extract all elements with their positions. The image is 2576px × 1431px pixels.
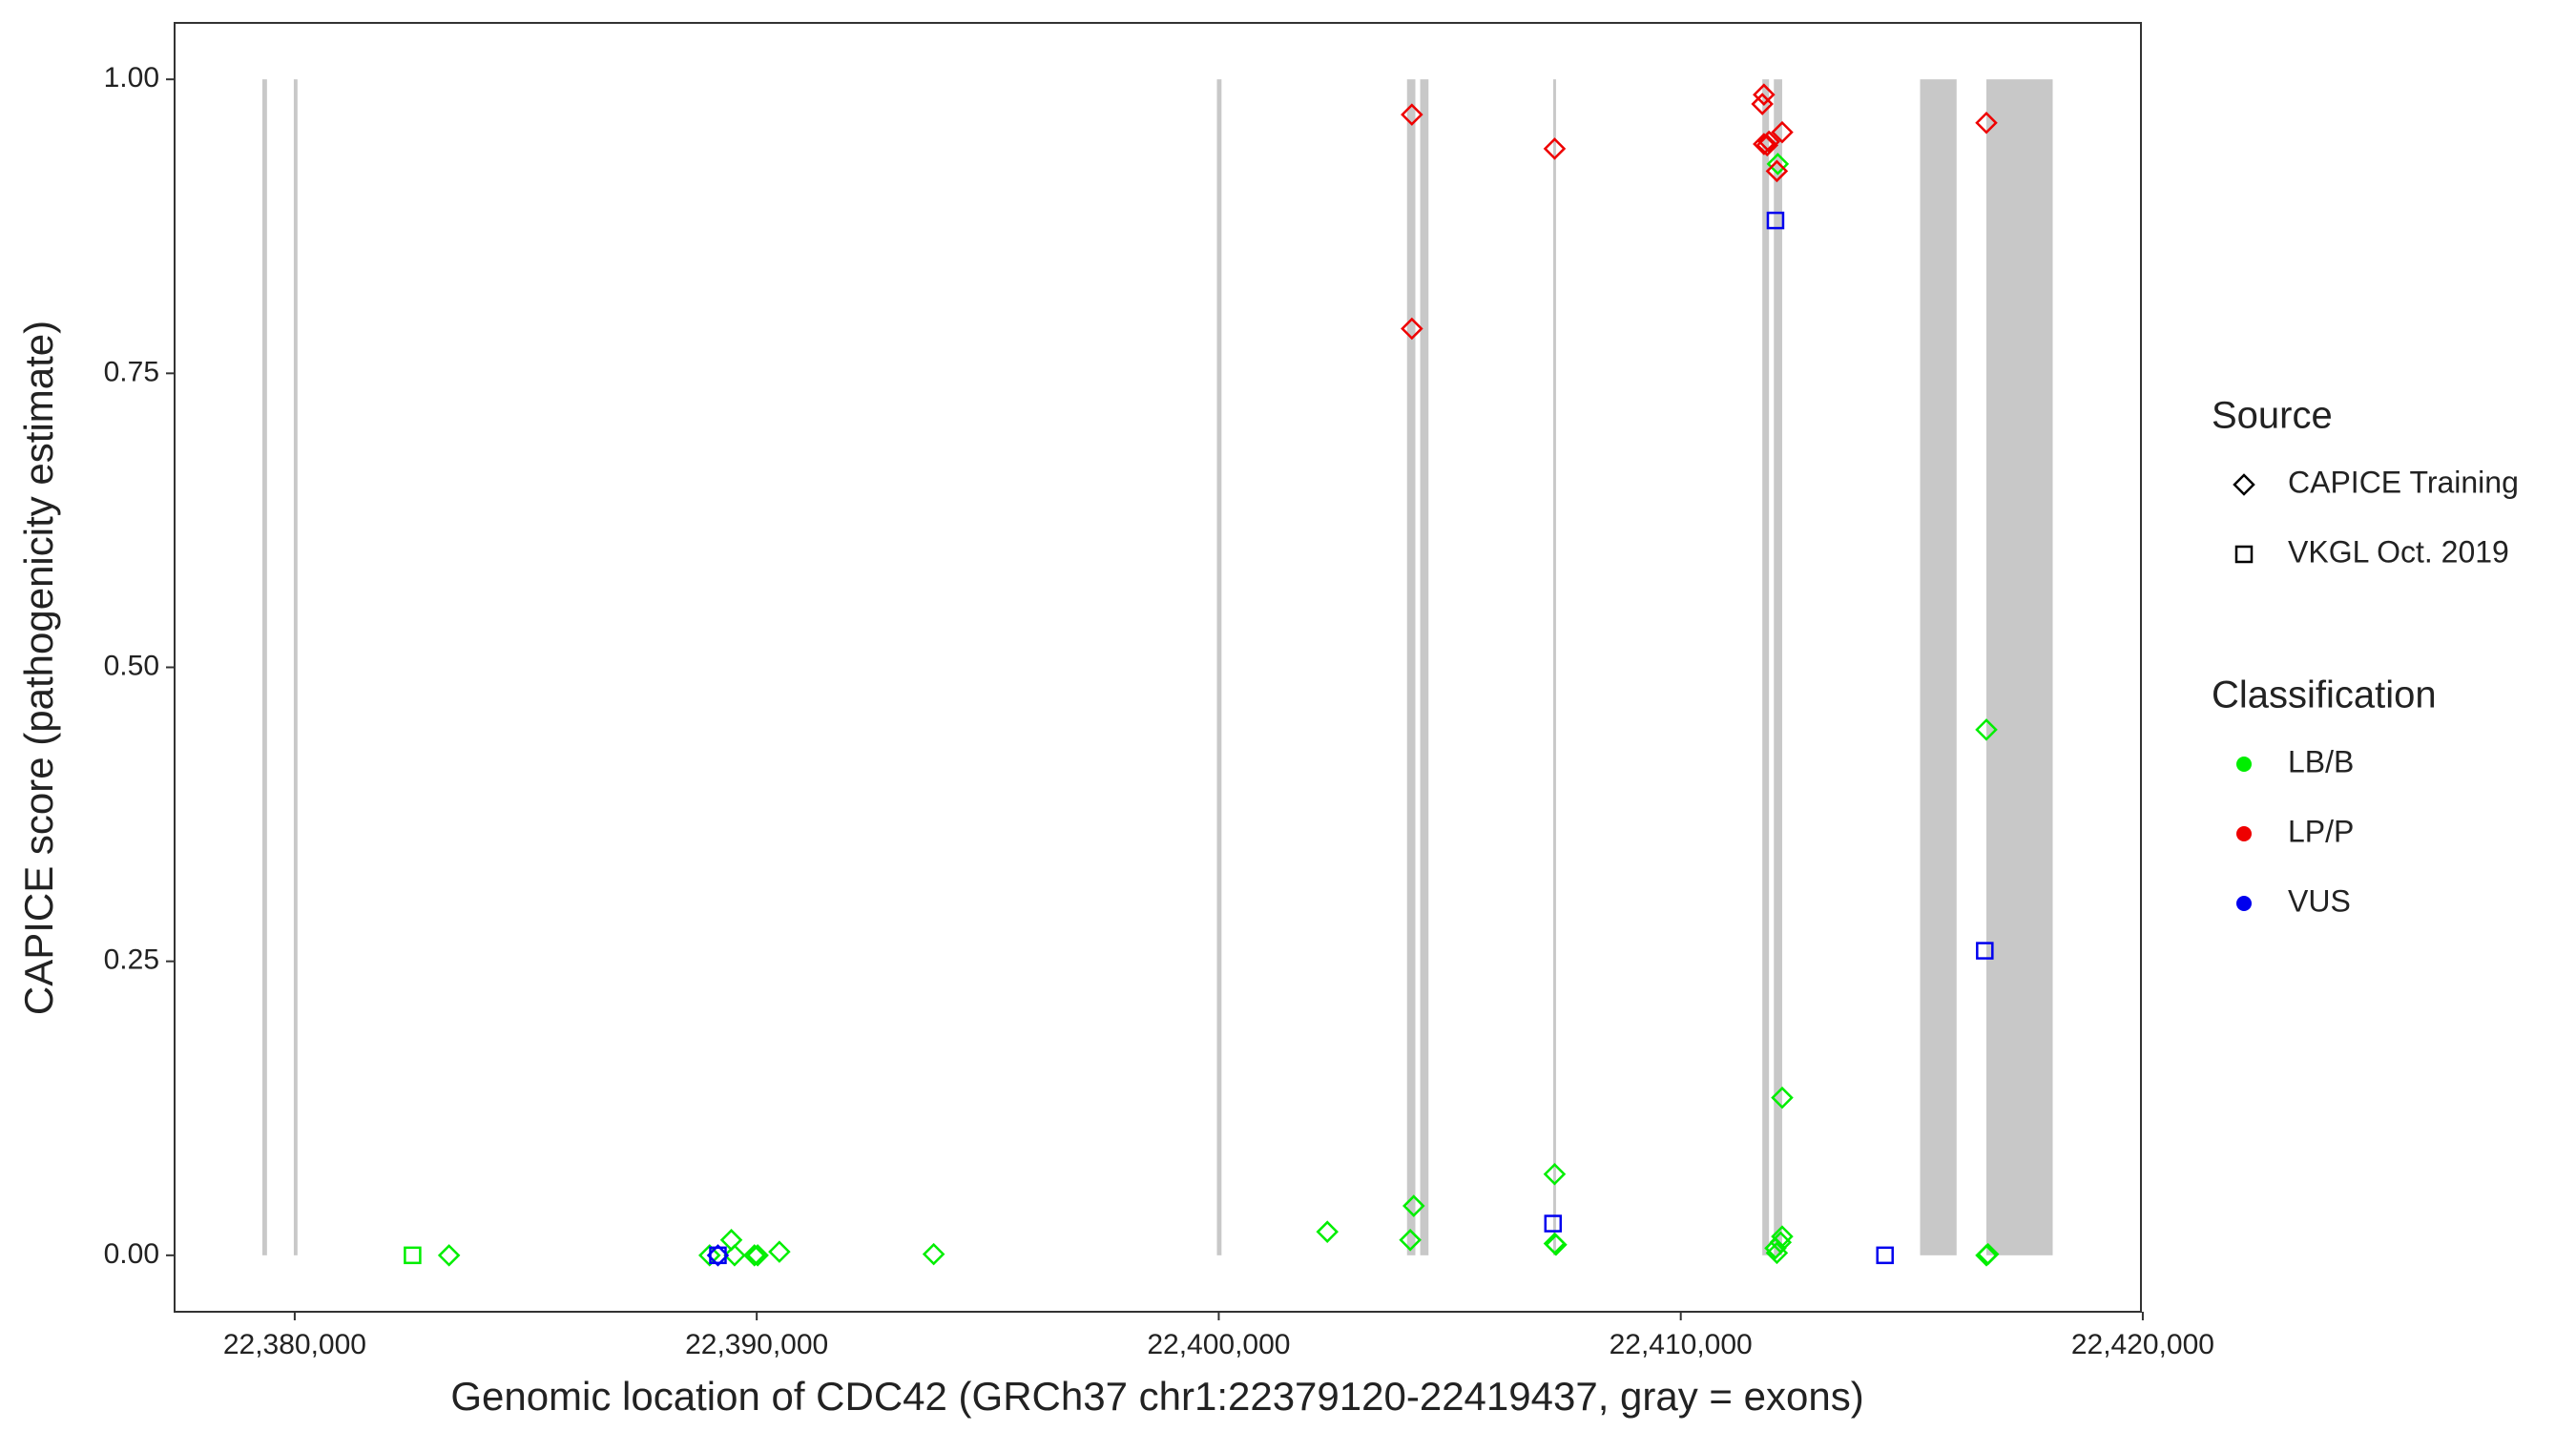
x-tick-label: 22,410,000 [1610, 1329, 1753, 1360]
exon [1420, 79, 1429, 1255]
legend-symbol [2234, 545, 2254, 564]
legend-label: LB/B [2288, 744, 2354, 778]
exon [1553, 79, 1556, 1255]
x-tick-label: 22,380,000 [223, 1329, 366, 1360]
legend-symbol [2236, 757, 2252, 772]
point [1316, 1220, 1339, 1243]
legend-label: VKGL Oct. 2019 [2288, 534, 2509, 569]
legend-symbol [2236, 896, 2252, 911]
point [1757, 130, 1780, 154]
point [1876, 1246, 1894, 1265]
point [1544, 1214, 1563, 1233]
point [1975, 718, 1998, 741]
point [1753, 83, 1776, 106]
point [1976, 942, 1994, 960]
point [723, 1244, 746, 1267]
exon [1406, 79, 1416, 1255]
point [1766, 153, 1790, 176]
point [1771, 1086, 1794, 1110]
point [1764, 1236, 1787, 1260]
point [1543, 137, 1567, 160]
point [746, 1244, 769, 1267]
legend-symbol [2233, 473, 2255, 496]
x-axis-title: Genomic location of CDC42 (GRCh37 chr1:2… [450, 1374, 1863, 1419]
legend-label: LP/P [2288, 814, 2354, 848]
x-tick-label: 22,400,000 [1147, 1329, 1290, 1360]
legend-label: VUS [2288, 883, 2351, 918]
point [1399, 1229, 1422, 1252]
point [1771, 120, 1794, 144]
legend-title: Source [2212, 395, 2333, 437]
exon [1774, 79, 1782, 1255]
point [1401, 317, 1423, 341]
exon [1216, 79, 1222, 1255]
point [1753, 133, 1776, 156]
legend-symbol [2236, 826, 2252, 841]
point [1975, 112, 1998, 135]
point [709, 1246, 727, 1265]
exon [1986, 79, 2053, 1255]
point [1401, 103, 1423, 126]
exon [1920, 79, 1957, 1255]
point [437, 1244, 461, 1267]
point [1766, 211, 1785, 230]
exon [1762, 79, 1770, 1255]
point [404, 1246, 422, 1265]
point [698, 1244, 721, 1267]
legend-label: CAPICE Training [2288, 465, 2519, 499]
point [1545, 1233, 1568, 1256]
point [742, 1244, 766, 1267]
y-axis-title: CAPICE score (pathogenicity estimate) [16, 321, 61, 1015]
point [1765, 159, 1789, 183]
point [1543, 1163, 1567, 1186]
point [1976, 1242, 2000, 1266]
point [1765, 1241, 1789, 1265]
x-tick-label: 22,420,000 [2071, 1329, 2214, 1360]
x-tick-label: 22,390,000 [685, 1329, 828, 1360]
exon [262, 79, 267, 1255]
y-tick-label: 1.00 [104, 62, 159, 93]
plot-border [174, 22, 2142, 1313]
y-tick-label: 0.25 [104, 944, 159, 976]
legend-title: Classification [2212, 674, 2437, 716]
y-tick-label: 0.50 [104, 650, 159, 681]
y-tick-label: 0.75 [104, 356, 159, 387]
point [706, 1244, 730, 1267]
point [1402, 1194, 1425, 1217]
y-tick-label: 0.00 [104, 1238, 159, 1270]
exon [293, 79, 298, 1255]
point [922, 1242, 945, 1266]
point [1751, 93, 1774, 115]
point [768, 1240, 791, 1263]
